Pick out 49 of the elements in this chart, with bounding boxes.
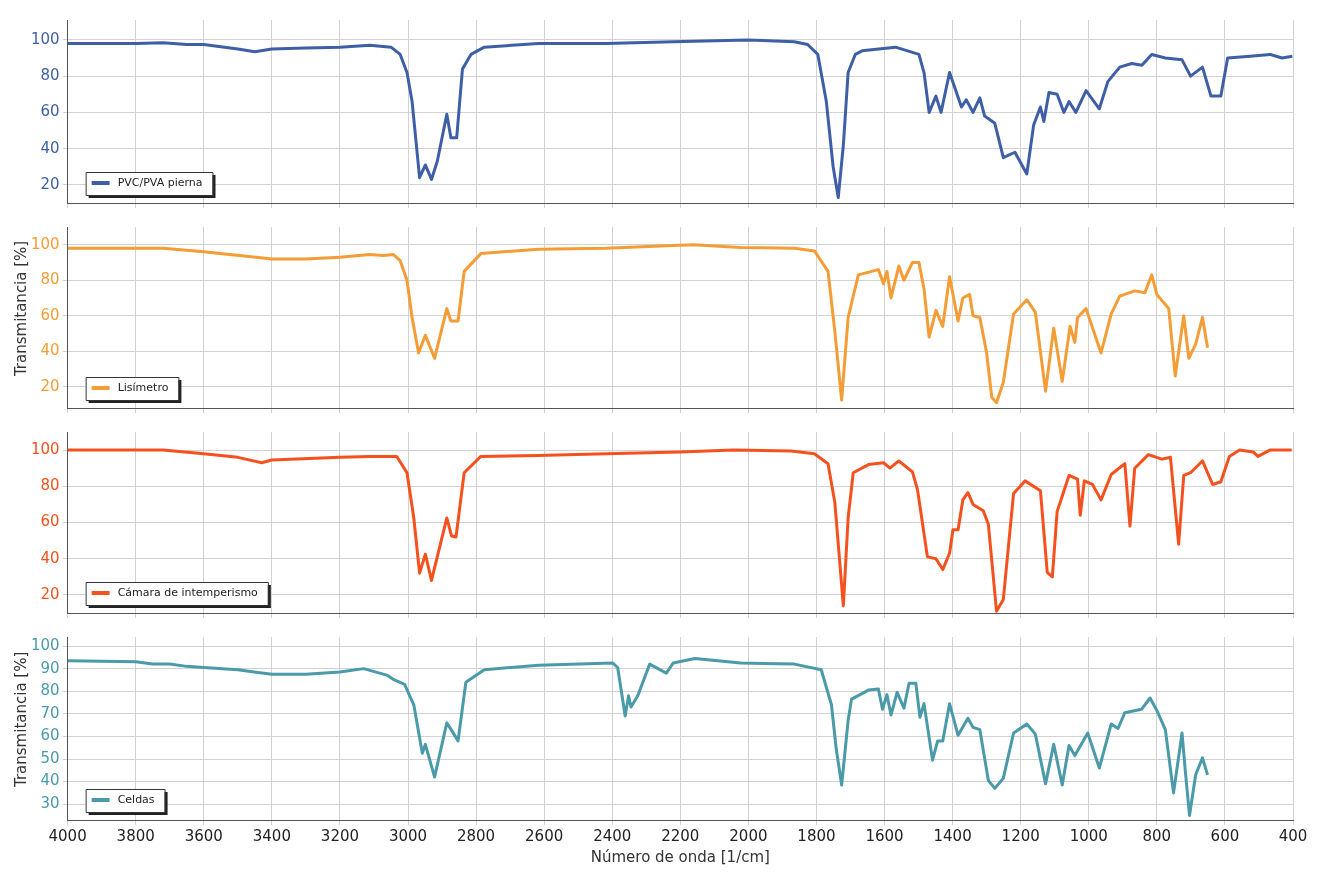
legend-label: PVC/PVA pierna	[117, 175, 203, 189]
x-tick-label: 800	[1142, 826, 1172, 845]
y-tick-label: 100	[30, 439, 60, 458]
y-axis-title: Transmitancia [%]	[11, 240, 30, 378]
x-tick-label: 2200	[661, 826, 700, 845]
x-tick-label: 3600	[184, 826, 223, 845]
x-tick-label: 3400	[252, 826, 291, 845]
y-tick-label: 40	[40, 138, 60, 157]
y-tick-label: 40	[40, 548, 60, 567]
x-tick-label: 3800	[116, 826, 155, 845]
y-tick-label: 40	[40, 771, 60, 790]
x-tick-label: 4000	[48, 826, 87, 845]
y-tick-label: 80	[40, 681, 60, 700]
x-tick-label: 3200	[320, 826, 360, 845]
y-tick-label: 30	[40, 794, 60, 813]
y-tick-label: 100	[30, 635, 60, 654]
y-tick-label: 60	[40, 726, 60, 745]
y-tick-label: 40	[40, 341, 60, 360]
y-tick-label: 80	[40, 66, 60, 85]
y-tick-label: 60	[40, 305, 60, 324]
legend-label: Celdas	[117, 792, 155, 806]
x-tick-label: 1000	[1069, 826, 1108, 845]
y-tick-label: 100	[30, 29, 60, 48]
legend-label: Cámara de intemperismo	[117, 585, 259, 599]
y-tick-label: 90	[40, 658, 60, 677]
x-tick-label: 1400	[933, 826, 972, 845]
x-tick-label: 1600	[865, 826, 904, 845]
y-tick-label: 20	[40, 376, 60, 395]
x-tick-label: 2600	[525, 826, 564, 845]
y-tick-label: 70	[40, 703, 60, 722]
x-tick-label: 1800	[797, 826, 836, 845]
y-tick-label: 50	[40, 748, 60, 767]
y-axis-title: Transmitancia [%]	[11, 651, 30, 789]
x-tick-label: 1200	[1001, 826, 1040, 845]
y-tick-label: 80	[40, 476, 60, 495]
y-tick-label: 60	[40, 512, 60, 531]
x-tick-label: 3000	[388, 826, 428, 845]
legend-label: Lisímetro	[117, 380, 169, 394]
y-tick-label: 60	[40, 102, 60, 121]
x-axis-title: Número de onda [1/cm]	[590, 847, 770, 866]
y-tick-label: 100	[30, 234, 60, 253]
x-tick-label: 2800	[456, 826, 496, 845]
x-tick-label: 2000	[729, 826, 768, 845]
x-tick-label: 600	[1210, 826, 1240, 845]
y-tick-label: 20	[40, 174, 60, 193]
x-tick-label: 2400	[593, 826, 632, 845]
y-tick-label: 80	[40, 270, 60, 289]
x-tick-label: 400	[1278, 826, 1308, 845]
y-tick-label: 20	[40, 584, 60, 603]
